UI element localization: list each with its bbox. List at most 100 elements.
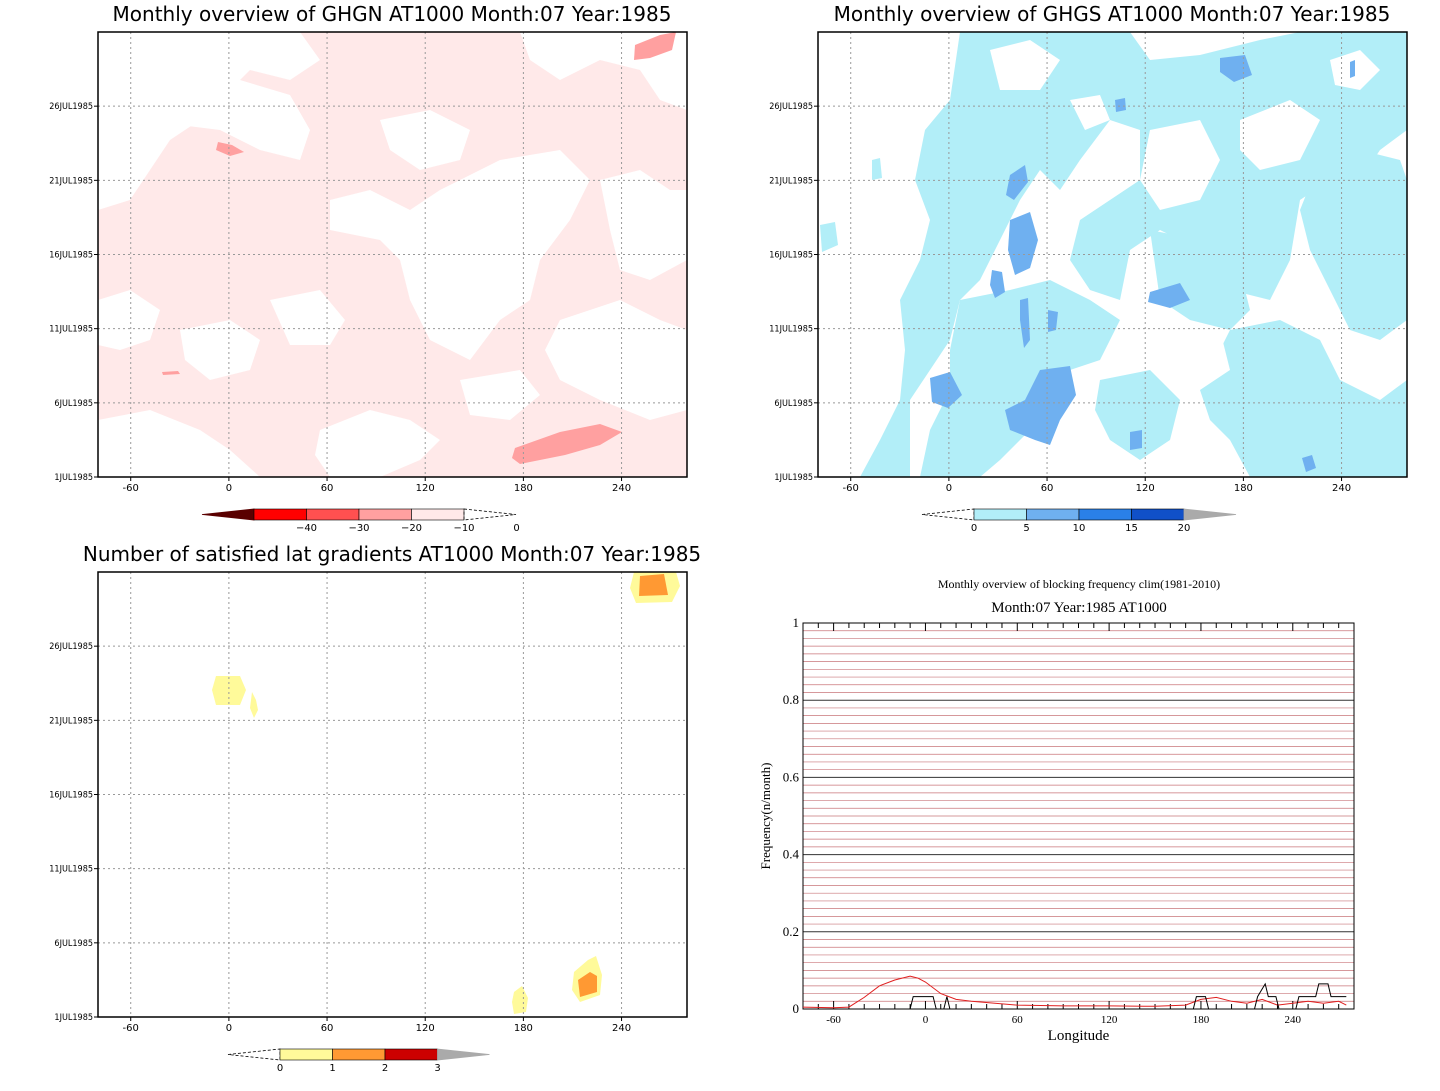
- ghgn-white-region: [98, 290, 160, 350]
- ghgs-mid-level-blob: [1115, 98, 1126, 112]
- frequency-x-tick-label: 0: [923, 1014, 929, 1026]
- ghgs-colorbar-label: 20: [1178, 523, 1191, 534]
- ghgs-mid-level-blob: [1008, 212, 1038, 275]
- gradients-colorbar-box: [279, 1048, 333, 1061]
- frequency-y-axis-label: Frequency(n/month): [758, 763, 773, 870]
- panel-ghgn: Monthly overview of GHGN AT1000 Month:07…: [98, 2, 687, 477]
- ghgs-y-tick-label: 6JUL1985: [774, 399, 813, 409]
- panel-frequency: Monthly overview of blocking frequency c…: [758, 577, 1355, 1044]
- ghgs-colorbar: 0 5 10 15 20: [921, 508, 1237, 534]
- gradients-x-tick-label: 180: [514, 1023, 533, 1034]
- ghgn-white-region: [98, 410, 260, 477]
- ghgn-colorbar-label: 0: [513, 523, 519, 534]
- ghgn-mid-level-blob: [634, 32, 676, 60]
- ghgn-colorbar-right-triangle: [463, 508, 517, 521]
- gradients-level-blob: [250, 692, 258, 718]
- ghgs-mid-level-blob: [1006, 165, 1028, 200]
- ghgs-mid-level-blob: [1220, 55, 1252, 82]
- frequency-x-tick-label: 180: [1193, 1014, 1210, 1026]
- frequency-subtitle: Month:07 Year:1985 AT1000: [991, 600, 1166, 616]
- ghgs-mid-level-blob: [1130, 430, 1142, 450]
- gradients-colorbar-label: 3: [434, 1063, 440, 1074]
- gradients-y-tick-label: 6JUL1985: [54, 939, 93, 949]
- ghgn-y-tick-label: 26JUL1985: [49, 102, 93, 112]
- ghgs-mid-level-blob: [1048, 310, 1058, 332]
- ghgs-colorbar-box: [1131, 508, 1185, 521]
- frequency-y-tick-label: 0.4: [783, 847, 800, 862]
- frequency-plot: -60 0 60 120 180 240 0 0.2 0.4 0.6 0.8 1 Longitude Fr…: [758, 615, 1355, 1044]
- ghgn-x-tick-label: 60: [321, 483, 334, 494]
- ghgn-mid-level-blob: [512, 424, 622, 464]
- ghgs-x-tick-label: 0: [946, 483, 952, 494]
- ghgs-mid-level-blob: [1005, 366, 1076, 445]
- ghgs-light-level-region: [872, 158, 882, 180]
- ghgs-title: Monthly overview of GHGS AT1000 Month:07…: [834, 2, 1391, 26]
- ghgn-white-region: [180, 320, 260, 380]
- ghgs-white-hole: [1140, 120, 1220, 210]
- gradients-colorbar-label: 0: [277, 1063, 283, 1074]
- frequency-y-tick-label: 0.8: [783, 692, 799, 707]
- gradients-x-tick-label: -60: [123, 1023, 139, 1034]
- ghgs-light-level-region: [1200, 320, 1407, 477]
- ghgn-colorbar-left-triangle: [201, 508, 255, 521]
- gradients-x-tick-label: 0: [226, 1023, 232, 1034]
- ghgn-colorbar-box: [411, 508, 465, 521]
- gradients-level-blob: [578, 972, 597, 997]
- gradients-y-tick-label: 11JUL1985: [49, 865, 93, 875]
- panel-ghgs: Monthly overview of GHGS AT1000 Month:07…: [818, 2, 1407, 477]
- ghgn-colorbar-box: [306, 508, 360, 521]
- ghgs-mid-level-blob: [1148, 283, 1190, 308]
- ghgs-x-tick-label: -60: [843, 483, 859, 494]
- ghgn-x-tick-label: -60: [123, 483, 139, 494]
- ghgn-x-tick-label: 120: [416, 483, 435, 494]
- ghgn-colorbar-box: [358, 508, 412, 521]
- ghgs-light-level-region: [1300, 150, 1407, 340]
- ghgs-y-tick-label: 1JUL1985: [774, 473, 813, 483]
- ghgs-mid-level-blob: [930, 372, 962, 408]
- ghgs-light-level-region: [920, 280, 1120, 477]
- gradients-y-tick-label: 16JUL1985: [49, 791, 93, 801]
- ghgs-mid-level-blob: [990, 270, 1005, 298]
- gradients-y-tick-label: 1JUL1985: [54, 1013, 93, 1023]
- ghgn-y-tick-label: 21JUL1985: [49, 176, 93, 186]
- ghgs-colorbar-box: [1078, 508, 1132, 521]
- ghgs-colorbar-label: 15: [1125, 523, 1138, 534]
- ghgs-axes: -60 0 60 120 180 240 1JUL1985 6JUL1985 11JUL1985…: [769, 31, 1408, 494]
- ghgs-mid-level-blob: [1302, 455, 1316, 472]
- ghgn-colorbar-label: −30: [348, 523, 369, 534]
- ghgn-x-tick-label: 0: [226, 483, 232, 494]
- ghgn-white-region: [545, 300, 687, 420]
- ghgn-x-tick-label: 180: [514, 483, 533, 494]
- ghgs-y-tick-label: 21JUL1985: [769, 176, 813, 186]
- gradients-colorbar-label: 2: [382, 1063, 388, 1074]
- ghgs-colorbar-label: 0: [971, 523, 977, 534]
- ghgs-y-tick-label: 16JUL1985: [769, 251, 813, 261]
- gradients-colorbar-right-triangle: [437, 1048, 490, 1061]
- ghgn-y-tick-label: 6JUL1985: [54, 399, 93, 409]
- frequency-y-tick-label: 0: [793, 1001, 800, 1016]
- frequency-x-tick-label: 60: [1012, 1014, 1024, 1026]
- panel-gradients: Number of satisfied lat gradients AT1000…: [83, 542, 701, 1017]
- ghgn-white-region: [170, 80, 310, 160]
- gradients-title: Number of satisfied lat gradients AT1000…: [83, 542, 701, 566]
- ghgs-x-tick-label: 240: [1332, 483, 1351, 494]
- ghgn-colorbar: −40 −30 −20 −10 0: [201, 508, 520, 534]
- ghgs-colorbar-right-triangle: [1183, 508, 1237, 521]
- ghgs-colorbar-label: 5: [1023, 523, 1029, 534]
- ghgs-mid-level-blob: [1350, 60, 1355, 78]
- ghgs-white-hole: [1070, 95, 1110, 130]
- gradients-axes: -60 0 60 120 180 240 1JUL1985 6JUL1985 11JUL1985…: [49, 571, 688, 1034]
- ghgn-y-tick-label: 11JUL1985: [49, 325, 93, 335]
- ghgn-colorbar-label: −10: [453, 523, 474, 534]
- ghgs-light-level-region: [820, 222, 838, 252]
- ghgs-colorbar-box: [1026, 508, 1080, 521]
- ghgs-light-level-region: [1095, 370, 1180, 460]
- ghgs-colorbar-box: [973, 508, 1027, 521]
- ghgs-x-tick-label: 120: [1136, 483, 1155, 494]
- ghgs-y-tick-label: 26JUL1985: [769, 102, 813, 112]
- gradients-colorbar-left-triangle: [227, 1048, 281, 1061]
- ghgn-x-tick-label: 240: [612, 483, 631, 494]
- frequency-climatology-line: [802, 975, 1347, 1009]
- axes-layer: -60 0 60 120 180 240 1JUL1985 6JUL1985 11JUL1985…: [49, 31, 1408, 1074]
